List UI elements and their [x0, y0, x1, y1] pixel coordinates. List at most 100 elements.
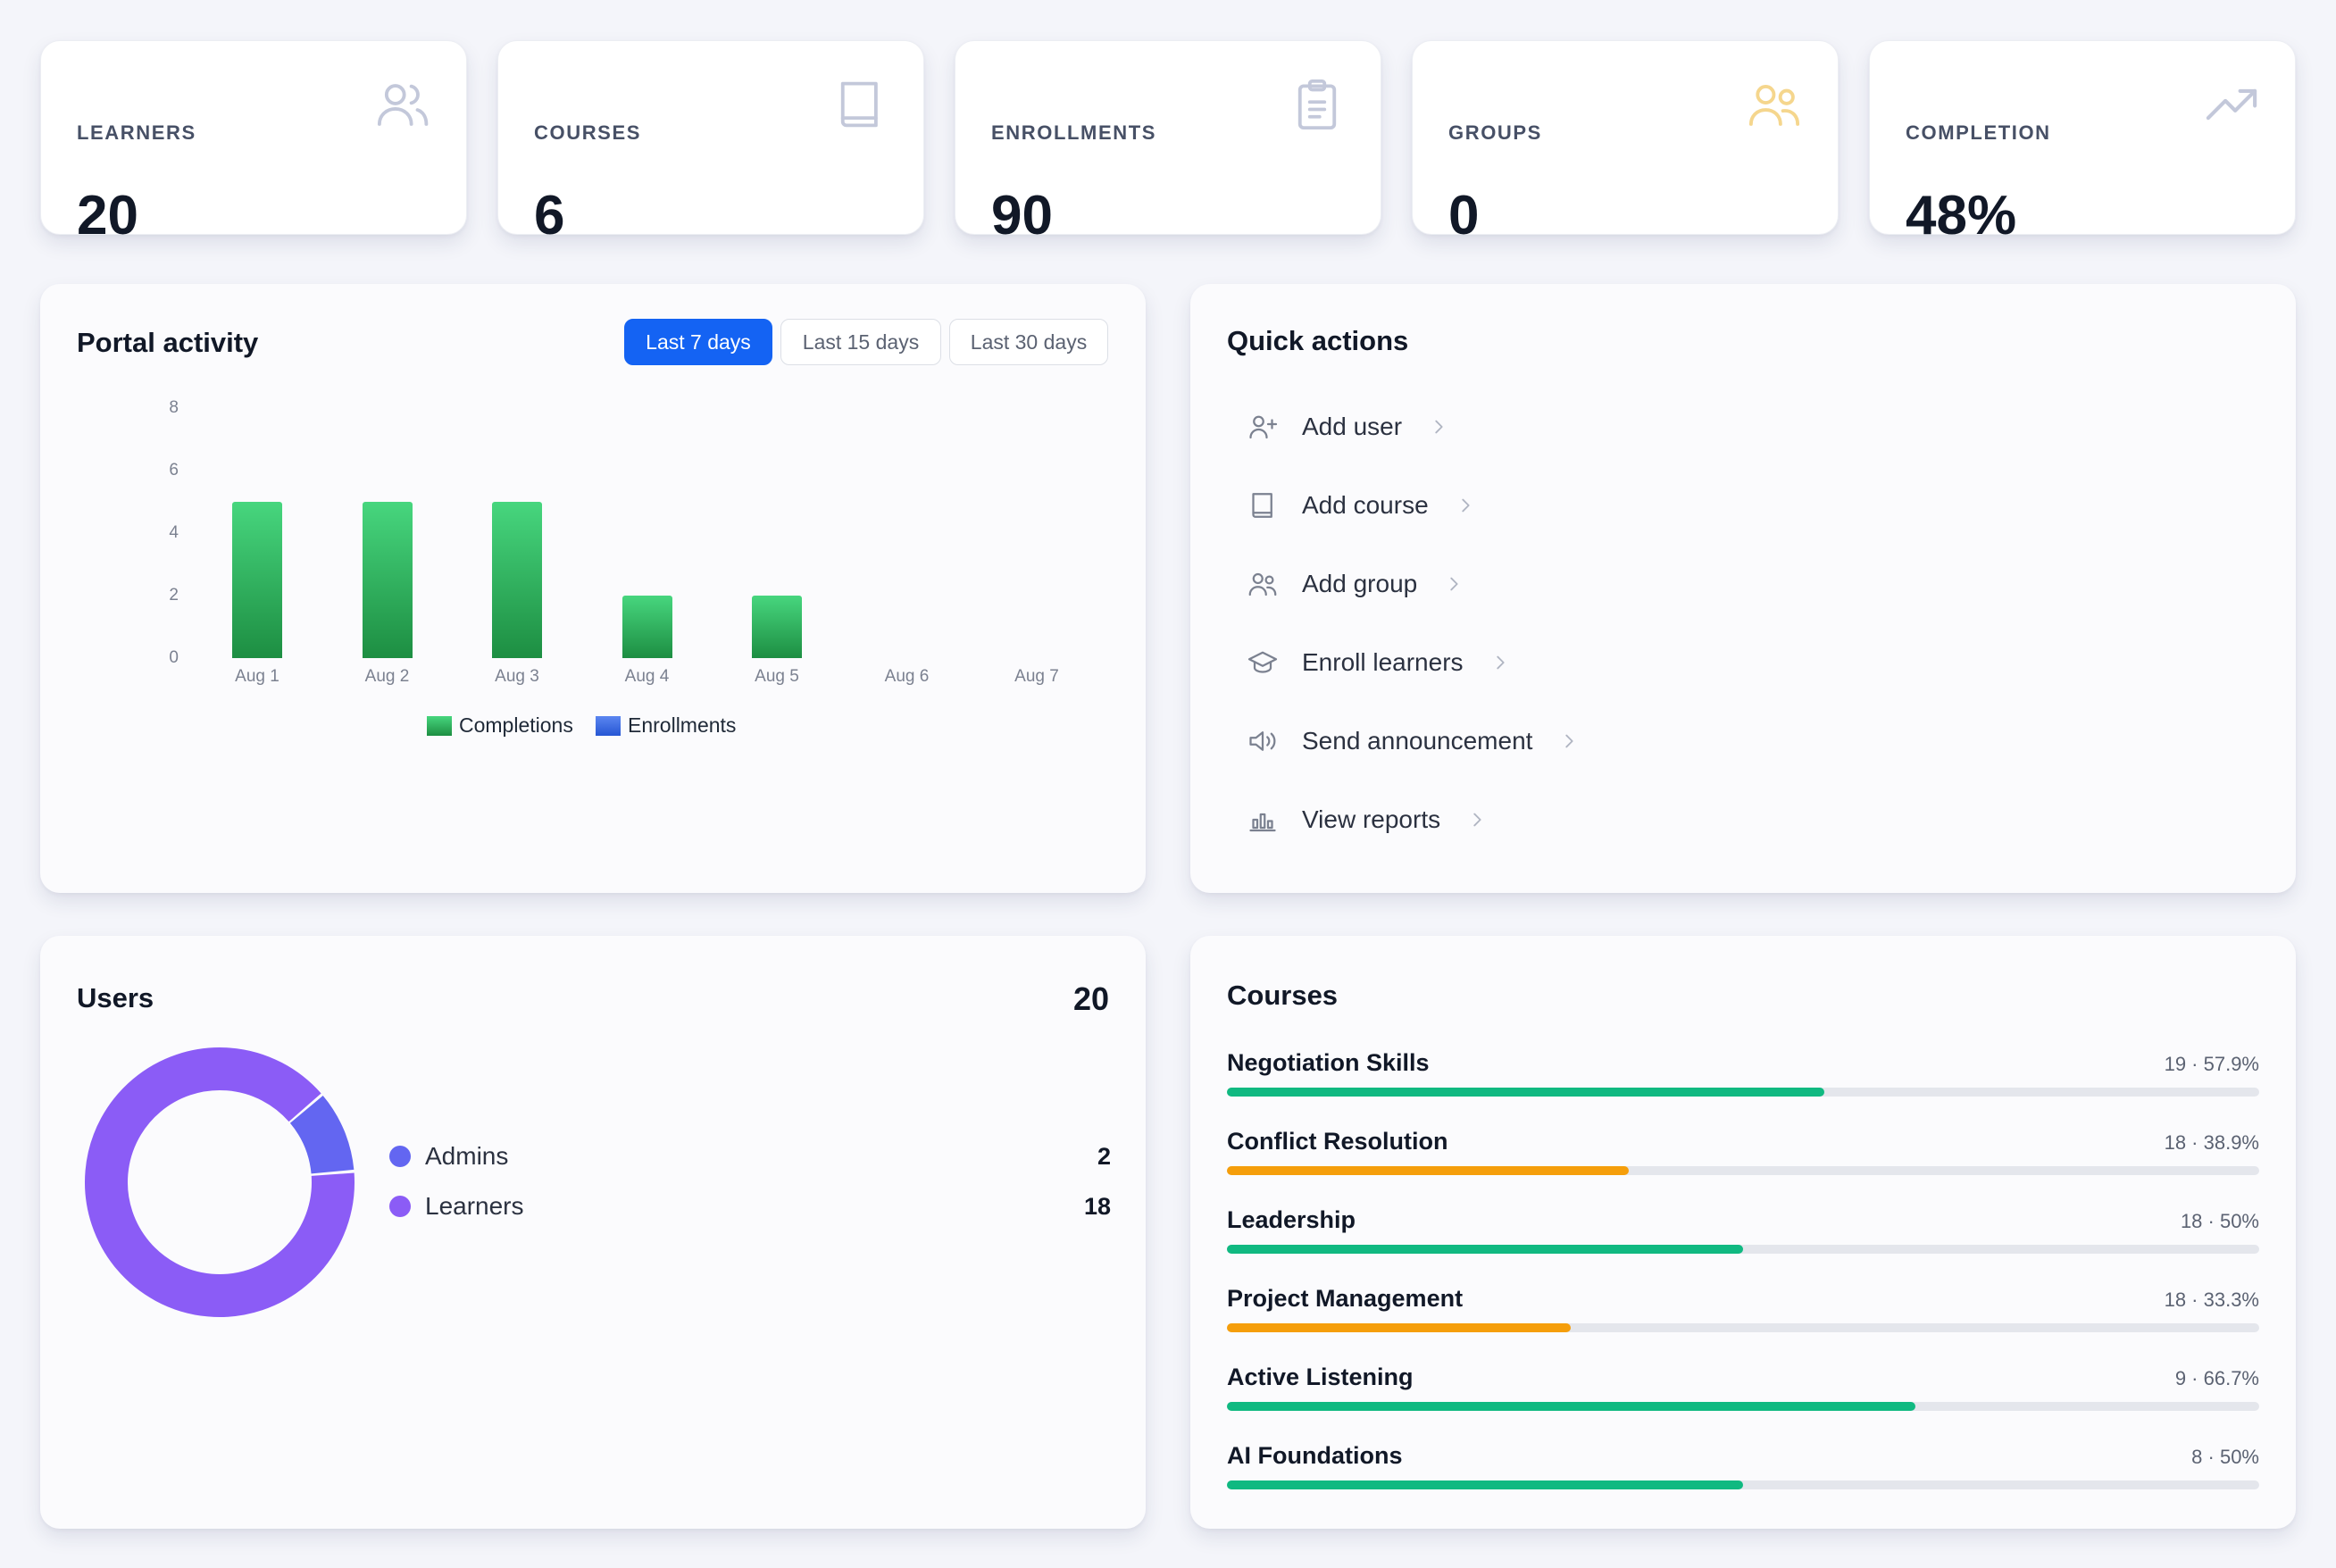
x-axis-tick: Aug 1	[235, 667, 279, 686]
book-icon	[1245, 488, 1281, 523]
stat-card-courses: COURSES 6	[497, 40, 924, 246]
quick-action-add-group[interactable]: Add group	[1245, 557, 1464, 611]
courses-title: Courses	[1227, 980, 1339, 1011]
course-progress-track	[1227, 1245, 2259, 1254]
y-axis-tick: 6	[169, 461, 179, 480]
y-axis-tick: 4	[169, 523, 179, 542]
course-row[interactable]: Active Listening 9 · 66.7%	[1227, 1364, 2259, 1417]
trending-up-icon	[2202, 75, 2261, 134]
user-count: 2	[1097, 1142, 1111, 1170]
users-title: Users	[77, 982, 154, 1013]
course-progress-fill	[1227, 1402, 1916, 1411]
course-progress-track	[1227, 1088, 2259, 1097]
users-total: 20	[1072, 980, 1109, 1017]
quick-action-enroll-learners[interactable]: Enroll learners	[1245, 636, 1510, 689]
user-row-learners: Learners 18	[389, 1187, 1111, 1226]
course-row[interactable]: Conflict Resolution 18 · 38.9%	[1227, 1128, 2259, 1181]
bar-completions[interactable]	[232, 502, 282, 658]
stat-label: LEARNERS	[77, 121, 196, 144]
course-row[interactable]: Negotiation Skills 19 · 57.9%	[1227, 1049, 2259, 1103]
stat-card-groups: GROUPS 0	[1412, 40, 1839, 246]
chevron-right-icon	[1490, 653, 1510, 672]
course-stat: 18 · 33.3%	[2164, 1289, 2259, 1311]
course-progress-track	[1227, 1402, 2259, 1411]
quick-action-add-course[interactable]: Add course	[1245, 479, 1475, 532]
legend-completions: Completions	[427, 713, 573, 738]
learners-dot	[389, 1196, 411, 1217]
course-name: Negotiation Skills	[1227, 1049, 1430, 1076]
admins-dot	[389, 1146, 411, 1167]
bar-completions[interactable]	[362, 502, 413, 658]
course-name: Leadership	[1227, 1206, 1356, 1233]
course-stat: 9 · 66.7%	[2174, 1367, 2259, 1389]
course-progress-fill	[1227, 1480, 1743, 1489]
quick-action-label: Add course	[1302, 491, 1429, 519]
course-name: Project Management	[1227, 1285, 1464, 1312]
course-progress-fill	[1227, 1088, 1825, 1097]
portal-activity-title: Portal activity	[77, 327, 259, 358]
quick-action-send-announcement[interactable]: Send announcement	[1245, 714, 1579, 768]
legend-label: Enrollments	[628, 713, 737, 737]
course-row[interactable]: AI Foundations 8 · 50%	[1227, 1442, 2259, 1496]
bar-completions[interactable]	[492, 502, 542, 658]
portal-activity-panel	[40, 284, 1146, 893]
stat-card-completion: COMPLETION 48%	[1869, 40, 2296, 246]
x-axis-tick: Aug 4	[624, 667, 670, 686]
course-name: Conflict Resolution	[1227, 1128, 1448, 1155]
course-name: AI Foundations	[1227, 1442, 1403, 1469]
legend-swatch-enrollments	[596, 715, 621, 736]
donut-slice-learners[interactable]	[82, 1045, 357, 1320]
group-icon	[1245, 566, 1281, 602]
y-axis-tick: 8	[169, 398, 179, 417]
stat-card-learners: LEARNERS 20	[40, 40, 467, 246]
range-15-days-button[interactable]: Last 15 days	[780, 319, 941, 365]
course-stat: 19 · 57.9%	[2164, 1053, 2259, 1075]
stat-value: 20	[77, 185, 138, 246]
legend-enrollments: Enrollments	[596, 713, 736, 738]
users-donut-chart	[82, 1045, 357, 1320]
course-stat: 8 · 50%	[2191, 1446, 2259, 1468]
course-progress-track	[1227, 1166, 2259, 1175]
stat-label: GROUPS	[1448, 121, 1542, 144]
quick-action-view-reports[interactable]: View reports	[1245, 793, 1487, 847]
range-7-days-button[interactable]: Last 7 days	[624, 319, 772, 365]
course-row[interactable]: Project Management 18 · 33.3%	[1227, 1285, 2259, 1339]
stat-value: 48%	[1906, 185, 2017, 246]
users-panel	[40, 936, 1146, 1529]
bar-completions[interactable]	[752, 596, 802, 658]
course-progress-fill	[1227, 1323, 1571, 1332]
course-row[interactable]: Leadership 18 · 50%	[1227, 1206, 2259, 1260]
book-icon	[830, 75, 889, 134]
course-stat: 18 · 50%	[2180, 1210, 2259, 1232]
stat-label: COURSES	[534, 121, 641, 144]
quick-action-add-user[interactable]: Add user	[1245, 400, 1448, 454]
x-axis-tick: Aug 6	[884, 667, 930, 686]
course-progress-fill	[1227, 1166, 1629, 1175]
users-icon	[373, 75, 432, 134]
y-axis-tick: 0	[169, 648, 179, 667]
x-axis-tick: Aug 2	[364, 667, 410, 686]
quick-action-label: View reports	[1302, 805, 1441, 833]
range-30-days-button[interactable]: Last 30 days	[949, 319, 1108, 365]
x-axis-tick: Aug 7	[1014, 667, 1059, 686]
stat-label: COMPLETION	[1906, 121, 2051, 144]
x-axis-tick: Aug 5	[755, 667, 799, 686]
course-name: Active Listening	[1227, 1364, 1414, 1390]
course-progress-track	[1227, 1323, 2259, 1332]
quick-actions-panel	[1190, 284, 2296, 893]
quick-action-label: Add user	[1302, 413, 1403, 440]
legend-label: Completions	[459, 713, 573, 737]
bar-completions[interactable]	[622, 596, 672, 658]
group-icon	[1745, 75, 1804, 134]
megaphone-icon	[1245, 723, 1281, 759]
course-progress-fill	[1227, 1245, 1743, 1254]
clipboard-icon	[1288, 75, 1347, 134]
donut-slice-admins[interactable]	[82, 1045, 357, 1320]
stat-label: ENROLLMENTS	[991, 121, 1157, 144]
x-axis-tick: Aug 3	[495, 667, 539, 686]
user-plus-icon	[1245, 409, 1281, 445]
chevron-right-icon	[1559, 731, 1579, 751]
quick-action-label: Send announcement	[1302, 727, 1533, 755]
quick-action-label: Add group	[1302, 570, 1418, 597]
chevron-right-icon	[1444, 574, 1464, 594]
